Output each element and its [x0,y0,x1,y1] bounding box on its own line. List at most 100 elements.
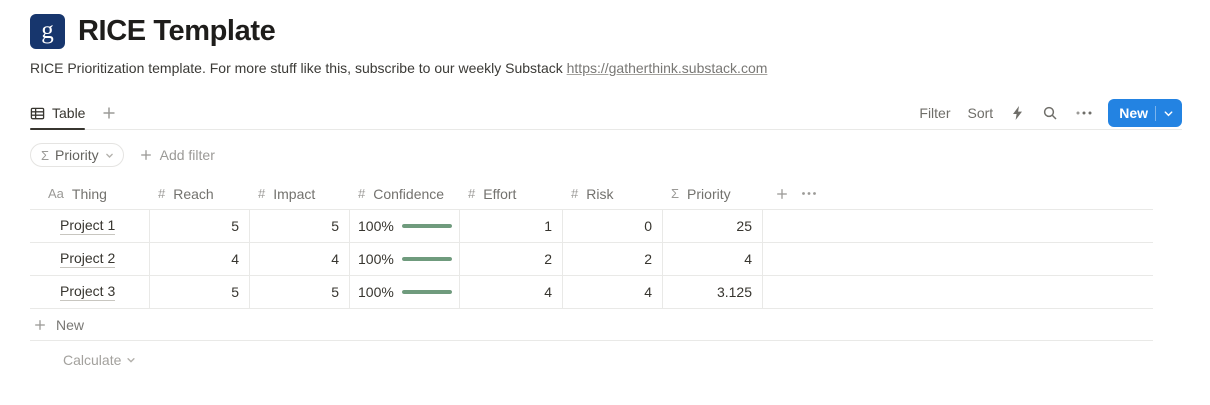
confidence-progress-fill [402,224,452,228]
cell-confidence[interactable]: 100% [350,276,460,308]
cell-thing[interactable]: Project 1 [30,210,150,242]
cell-effort[interactable]: 2 [460,243,563,275]
cell-impact[interactable]: 5 [250,276,350,308]
text-property-icon: Aa [48,186,64,201]
number-property-icon: # [468,186,476,201]
column-header-risk[interactable]: # Risk [563,178,663,209]
page-link[interactable]: Project 2 [60,250,116,269]
confidence-progress-fill [402,257,452,261]
formula-property-icon: Σ [671,186,680,201]
search-icon[interactable] [1042,105,1058,121]
more-options-icon[interactable] [1075,110,1093,116]
page-link[interactable]: Project 3 [60,283,116,302]
tab-table-label: Table [52,105,86,121]
new-button-label: New [1119,105,1148,121]
new-row-button[interactable]: New [30,309,1153,341]
cell-confidence[interactable]: 100% [350,210,460,242]
cell-risk[interactable]: 2 [563,243,663,275]
table-row: Project 3 5 5 100% 4 4 3.125 [30,276,1153,309]
number-property-icon: # [358,186,366,201]
view-toolbar: Table Filter Sort [30,97,1182,130]
cell-reach[interactable]: 4 [150,243,250,275]
button-divider [1155,105,1156,121]
cell-risk[interactable]: 4 [563,276,663,308]
column-header-effort[interactable]: # Effort [460,178,563,209]
confidence-progress-bar [402,290,452,294]
add-column-button[interactable] [775,187,789,201]
add-filter-label: Add filter [159,147,215,163]
cell-reach[interactable]: 5 [150,210,250,242]
cell-thing[interactable]: Project 3 [30,276,150,308]
number-property-icon: # [158,186,166,201]
new-dropdown-chevron-icon[interactable] [1163,108,1174,119]
chevron-down-icon [105,153,113,158]
cell-thing[interactable]: Project 2 [30,243,150,275]
cell-reach[interactable]: 5 [150,276,250,308]
filter-button[interactable]: Filter [919,105,951,121]
confidence-value: 100% [358,284,394,300]
cell-priority[interactable]: 3.125 [663,276,763,308]
add-filter-button[interactable]: Add filter [139,147,215,163]
column-label: Thing [71,185,107,202]
table-row: Project 1 5 5 100% 1 0 25 [30,210,1153,243]
sigma-icon: Σ [41,147,50,163]
number-property-icon: # [571,186,579,201]
confidence-progress-bar [402,224,452,228]
column-header-reach[interactable]: # Reach [150,178,250,209]
confidence-value: 100% [358,251,394,267]
chevron-down-icon [127,358,135,363]
cell-priority[interactable]: 4 [663,243,763,275]
table-header-row: Aa Thing # Reach # Impact # Confidence #… [30,178,1153,210]
page: g RICE Template RICE Prioritization temp… [30,14,1182,368]
page-title[interactable]: RICE Template [78,15,276,47]
column-header-confidence[interactable]: # Confidence [350,178,460,209]
calculate-label: Calculate [63,352,122,368]
automation-bolt-icon[interactable] [1010,105,1025,121]
table-options-icon[interactable] [801,191,817,196]
cell-empty [763,243,1153,275]
confidence-value: 100% [358,218,394,234]
column-label: Priority [687,185,731,202]
calculate-button[interactable]: Calculate [63,352,136,368]
database-table: Aa Thing # Reach # Impact # Confidence #… [30,178,1153,368]
plus-icon [35,319,45,330]
cell-empty [763,210,1153,242]
tab-table[interactable]: Table [30,97,86,130]
cell-impact[interactable]: 5 [250,210,350,242]
cell-priority[interactable]: 25 [663,210,763,242]
column-header-impact[interactable]: # Impact [250,178,350,209]
add-view-button[interactable] [101,105,117,121]
column-label: Effort [483,185,517,202]
page-description[interactable]: RICE Prioritization template. For more s… [30,60,1182,76]
new-button[interactable]: New [1108,99,1182,127]
cell-effort[interactable]: 1 [460,210,563,242]
plus-icon [140,150,151,160]
cell-confidence[interactable]: 100% [350,243,460,275]
table-row: Project 2 4 4 100% 2 2 4 [30,243,1153,276]
table-body: Project 1 5 5 100% 1 0 25 Project 2 4 4 … [30,210,1153,309]
cell-empty [763,276,1153,308]
page-link[interactable]: Project 1 [60,217,116,236]
substack-link[interactable]: https://gatherthink.substack.com [566,60,768,76]
priority-filter-label: Priority [55,147,99,163]
column-label: Impact [273,185,316,202]
table-view-icon [30,106,45,121]
column-label: Reach [173,185,214,202]
column-header-priority[interactable]: Σ Priority [663,178,763,209]
priority-filter-pill[interactable]: Σ Priority [30,143,124,167]
cell-risk[interactable]: 0 [563,210,663,242]
confidence-progress-bar [402,257,452,261]
column-header-thing[interactable]: Aa Thing [30,178,150,209]
description-text: RICE Prioritization template. For more s… [30,60,563,76]
confidence-progress-fill [402,290,452,294]
page-emoji-icon[interactable]: g [30,14,65,49]
cell-impact[interactable]: 4 [250,243,350,275]
new-row-label: New [56,316,85,333]
column-label: Risk [586,185,614,202]
number-property-icon: # [258,186,266,201]
page-header: g RICE Template [30,14,1182,49]
cell-effort[interactable]: 4 [460,276,563,308]
filter-bar: Σ Priority Add filter [30,130,1182,178]
column-label: Confidence [373,185,445,202]
sort-button[interactable]: Sort [967,105,994,121]
